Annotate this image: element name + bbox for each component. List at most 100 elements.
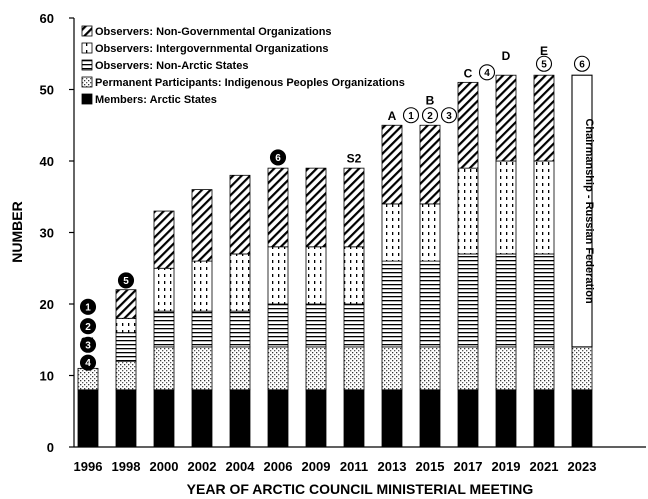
bar-segment-1996-0 bbox=[77, 389, 99, 448]
bar-segment-2017-3 bbox=[457, 167, 479, 255]
bar-segment-2006-2 bbox=[267, 303, 289, 348]
x-tick-label: 2002 bbox=[188, 459, 217, 474]
legend-label: Observers: Non-Governmental Organization… bbox=[95, 26, 332, 38]
annotation-circle-number: 1 bbox=[408, 111, 414, 122]
annotation-filled-circle: 6 bbox=[269, 149, 287, 166]
bar-segment-2019-1 bbox=[495, 346, 517, 391]
bar-segment-2013-1 bbox=[381, 346, 403, 391]
x-tick-label: 1996 bbox=[74, 459, 103, 474]
annotation-circle-number: 2 bbox=[85, 322, 91, 333]
bar-segment-2023-0 bbox=[571, 389, 593, 448]
annotations: S1123456S2A1B23C4DE56 bbox=[79, 44, 591, 371]
bar-segment-2021-2 bbox=[533, 253, 555, 348]
legend-label: Members: Arctic States bbox=[95, 94, 217, 106]
bar-segment-2009-1 bbox=[305, 346, 327, 391]
annotation-circle-number: 3 bbox=[446, 111, 452, 122]
annotation-open-circle: 1 bbox=[402, 107, 420, 124]
bar-segment-2006-4 bbox=[267, 167, 289, 248]
annotation-open-circle: 3 bbox=[440, 107, 458, 124]
bar-segment-2002-2 bbox=[191, 310, 213, 348]
bar-segment-2004-1 bbox=[229, 346, 251, 391]
bar-segment-2002-3 bbox=[191, 260, 213, 312]
x-tick-label: 2009 bbox=[302, 459, 331, 474]
annotation-label: D bbox=[502, 49, 511, 63]
x-tick-label: 1998 bbox=[112, 459, 141, 474]
bars: Chairmanship - Russian Federation bbox=[77, 74, 595, 448]
y-tick-label: 10 bbox=[40, 369, 54, 384]
annotation-filled-circle: 4 bbox=[79, 354, 97, 371]
annotation-circle-number: 2 bbox=[427, 111, 433, 122]
bar-segment-2013-3 bbox=[381, 203, 403, 262]
x-tick-label: 2015 bbox=[416, 459, 445, 474]
x-tick-label: 2000 bbox=[150, 459, 179, 474]
bar-segment-2002-4 bbox=[191, 189, 213, 262]
bar-segment-2015-2 bbox=[419, 260, 441, 348]
bar-segment-2004-4 bbox=[229, 174, 251, 255]
annotation-filled-circle: 3 bbox=[79, 336, 97, 353]
x-tick-label: 2021 bbox=[530, 459, 559, 474]
bar-segment-2011-1 bbox=[343, 346, 365, 391]
annotation-circle-number: 3 bbox=[85, 340, 91, 351]
legend-swatch bbox=[81, 93, 93, 105]
x-tick-label: 2019 bbox=[492, 459, 521, 474]
bar-segment-2015-3 bbox=[419, 203, 441, 262]
y-tick-label: 0 bbox=[47, 440, 54, 455]
x-tick-label: 2011 bbox=[340, 459, 368, 474]
annotation-open-circle: 6 bbox=[573, 55, 591, 72]
y-axis-title: NUMBER bbox=[9, 201, 25, 262]
y-tick-label: 20 bbox=[40, 297, 54, 312]
bar-segment-1996-1 bbox=[77, 367, 99, 391]
annotation-filled-circle: 5 bbox=[117, 272, 135, 289]
annotation-label: C bbox=[464, 66, 473, 80]
bar-segment-2006-1 bbox=[267, 346, 289, 391]
annotation-label: A bbox=[388, 109, 397, 123]
x-tick-label: 2023 bbox=[568, 459, 597, 474]
plot-area: 0 10 20 30 40 50 60 Chairmanship - Russian Fed… bbox=[40, 11, 646, 474]
bar-segment-2021-3 bbox=[533, 160, 555, 255]
annotation-circle-number: 5 bbox=[541, 59, 547, 70]
x-tick-labels: 1996 1998 2000 2002 2004 2006 2009 2011 2013 2015… bbox=[74, 459, 597, 474]
bar-segment-2004-0 bbox=[229, 389, 251, 448]
bar-segment-2019-2 bbox=[495, 253, 517, 348]
bar-segment-2011-3 bbox=[343, 246, 365, 305]
legend-swatch bbox=[81, 59, 93, 71]
bar-segment-1998-1 bbox=[115, 360, 137, 391]
chairmanship-label: Chairmanship - Russian Federation bbox=[583, 118, 595, 303]
annotation-label: E bbox=[540, 44, 548, 58]
bar-segment-chairmanship bbox=[571, 74, 593, 348]
legend-label: Observers: Non-Arctic States bbox=[95, 60, 248, 72]
annotation-open-circle: 2 bbox=[421, 107, 439, 124]
bar-segment-2015-0 bbox=[419, 389, 441, 448]
legend-swatch bbox=[81, 42, 93, 54]
bar-segment-2019-0 bbox=[495, 389, 517, 448]
bar-segment-2013-2 bbox=[381, 260, 403, 348]
y-tick-label: 60 bbox=[40, 11, 54, 26]
bar-segment-2000-3 bbox=[153, 267, 175, 312]
annotation-filled-circle: 1 bbox=[79, 298, 97, 315]
bar-segment-2021-1 bbox=[533, 346, 555, 391]
bar-segment-2009-4 bbox=[305, 167, 327, 248]
legend-swatch bbox=[81, 25, 93, 37]
bar-segment-1998-3 bbox=[115, 317, 137, 333]
bar-segment-2013-4 bbox=[381, 124, 403, 205]
bar-segment-2017-1 bbox=[457, 346, 479, 391]
legend-label: Permanent Participants: Indigenous Peopl… bbox=[95, 77, 405, 89]
bar-segment-2004-3 bbox=[229, 253, 251, 312]
bar-segment-2009-3 bbox=[305, 246, 327, 305]
bar-segment-2023-1 bbox=[571, 346, 593, 391]
bar-segment-2000-2 bbox=[153, 310, 175, 348]
bar-segment-2013-0 bbox=[381, 389, 403, 448]
bar-segment-2009-2 bbox=[305, 303, 327, 348]
bar-segment-2017-4 bbox=[457, 81, 479, 169]
bar-segment-2006-0 bbox=[267, 389, 289, 448]
bar-segment-1998-2 bbox=[115, 332, 137, 362]
annotation-circle-number: 5 bbox=[123, 276, 129, 287]
bar-segment-2009-0 bbox=[305, 389, 327, 448]
annotation-open-circle: 5 bbox=[535, 55, 553, 72]
bar-segment-2019-3 bbox=[495, 160, 517, 255]
x-tick-label: 2017 bbox=[454, 459, 483, 474]
x-tick-label: 2006 bbox=[264, 459, 293, 474]
x-tick-label: 2004 bbox=[226, 459, 256, 474]
y-tick-label: 50 bbox=[40, 83, 54, 98]
bar-segment-2017-0 bbox=[457, 389, 479, 448]
